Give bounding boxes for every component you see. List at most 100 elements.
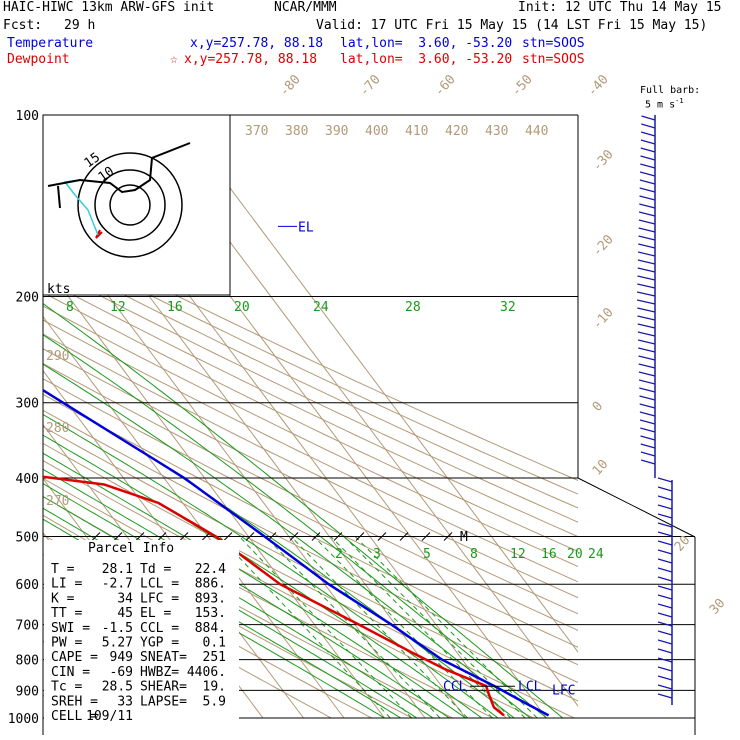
dewpoint-profile-line	[43, 475, 505, 717]
pressure-tick-label: 700	[16, 619, 39, 634]
freezing-hatch	[289, 532, 299, 541]
hodograph-unit-label: kts	[47, 282, 70, 297]
dry-adiabat-line	[43, 240, 578, 495]
hodograph-trace-upper	[47, 142, 191, 194]
mixing-ratio-line	[219, 536, 391, 719]
wind-barb	[657, 585, 673, 591]
theta-label: 440	[525, 124, 548, 139]
legend-dewpoint-xy: x,y=257.78, 88.18	[184, 52, 318, 67]
moist-adiabat-label: 16	[167, 300, 183, 315]
wind-barb	[638, 379, 656, 385]
freezing-hatch	[377, 532, 387, 541]
freezing-hatch	[443, 532, 453, 541]
moist-adiabat-label: 8	[66, 300, 74, 315]
forecast-label: Fcst:	[3, 18, 43, 33]
lcl-label: LCL	[518, 679, 542, 694]
wind-barb	[657, 504, 673, 510]
parcel-key: PW =	[51, 636, 82, 651]
mixing-ratio-line	[354, 536, 538, 719]
valid-time: Valid: 17 UTC Fri 15 May 15 (14 LST Fri …	[316, 18, 708, 33]
dry-adiabat-line	[43, 252, 578, 509]
mixing-ratio-line	[265, 536, 441, 719]
isotherm-line	[43, 261, 385, 719]
freezing-hatch	[311, 532, 321, 541]
freezing-hatch	[91, 532, 101, 541]
wind-barb	[657, 630, 673, 636]
dry-adiabat-line	[43, 305, 578, 568]
parcel-value: 5.9	[203, 694, 226, 709]
wind-barb	[638, 219, 656, 225]
ccl-label: CCL	[443, 679, 467, 694]
parcel-value: 884.	[195, 621, 226, 636]
parcel-value: 22.4	[195, 562, 226, 577]
mixing-ratio-line	[238, 536, 413, 719]
dry-adiabat-line	[43, 227, 578, 482]
freezing-hatch	[179, 532, 189, 541]
parcel-value: 0.1	[203, 636, 226, 651]
wind-barb	[657, 594, 673, 600]
wind-barb	[657, 540, 673, 546]
parcel-key: SWI =	[51, 621, 90, 636]
wind-barb	[657, 549, 673, 555]
wind-barb	[657, 693, 673, 699]
wind-barb	[639, 387, 656, 393]
freezing-hatch	[421, 532, 431, 541]
wind-barb	[657, 666, 673, 672]
dry-adiabat-line	[43, 426, 578, 702]
mixing-ratio-label: 24	[588, 547, 604, 562]
wind-barb	[638, 371, 656, 377]
parcel-key: LAPSE=	[140, 694, 187, 709]
parcel-key: SREH =	[51, 694, 98, 709]
dry-adiabat-line	[43, 378, 578, 648]
dry-adiabat-line	[43, 409, 578, 684]
wind-barb	[641, 123, 656, 129]
moist-adiabat-label: 20	[234, 300, 250, 315]
isotherm-label: -20	[590, 232, 617, 259]
mixing-ratio-line	[330, 536, 511, 719]
wind-barb	[639, 171, 656, 177]
parcel-key: TT =	[51, 606, 82, 621]
wind-barb	[640, 139, 656, 145]
isotherm-label: -60	[432, 72, 459, 99]
wind-barb	[638, 227, 656, 233]
wind-barb	[638, 347, 656, 353]
parcel-key: K =	[51, 591, 75, 606]
wind-barb	[639, 395, 656, 401]
parcel-value: 5.27	[102, 636, 133, 651]
parcel-key: LCL =	[140, 577, 179, 592]
mixing-ratio-label: 2	[335, 547, 343, 562]
wind-barb	[637, 339, 656, 345]
theta-label: 290	[46, 349, 69, 364]
freezing-hatch	[355, 532, 365, 541]
parcel-value: 28.5	[102, 680, 133, 695]
wind-barb	[640, 147, 656, 153]
wind-barb	[657, 612, 673, 618]
isotherm-label: 10	[590, 457, 612, 479]
init-time: Init: 12 UTC Thu 14 May 15	[518, 0, 722, 15]
parcel-key: CIN =	[51, 665, 90, 680]
dry-adiabat-line	[43, 291, 578, 552]
wind-barb	[657, 486, 673, 492]
hodograph-ring	[77, 152, 183, 258]
freezing-hatch	[157, 532, 167, 541]
isotherm-label: -40	[585, 72, 612, 99]
wind-barb	[637, 307, 656, 313]
wind-barb	[639, 203, 656, 209]
wind-barb	[640, 131, 656, 137]
wind-barb	[657, 567, 673, 573]
parcel-key: SHEAR=	[140, 680, 187, 695]
hodograph-ring-label: 10	[96, 164, 117, 185]
wind-barb	[636, 299, 656, 305]
wind-barb	[637, 323, 656, 329]
legend-temperature: Temperature	[7, 36, 94, 51]
wind-barb	[657, 531, 673, 537]
wind-barb	[657, 477, 673, 483]
moist-adiabat-label: 28	[405, 300, 421, 315]
legend-dewpoint-latlon: lat,lon= 3.60, -53.20	[340, 52, 513, 67]
isotherm-line	[43, 315, 345, 719]
pressure-tick-label: 200	[16, 291, 39, 306]
wind-barb	[640, 435, 656, 441]
pressure-tick-label: 500	[16, 530, 39, 545]
parcel-key: LI =	[51, 577, 82, 592]
model-title: HAIC-HIWC 13km ARW-GFS init	[3, 0, 215, 15]
